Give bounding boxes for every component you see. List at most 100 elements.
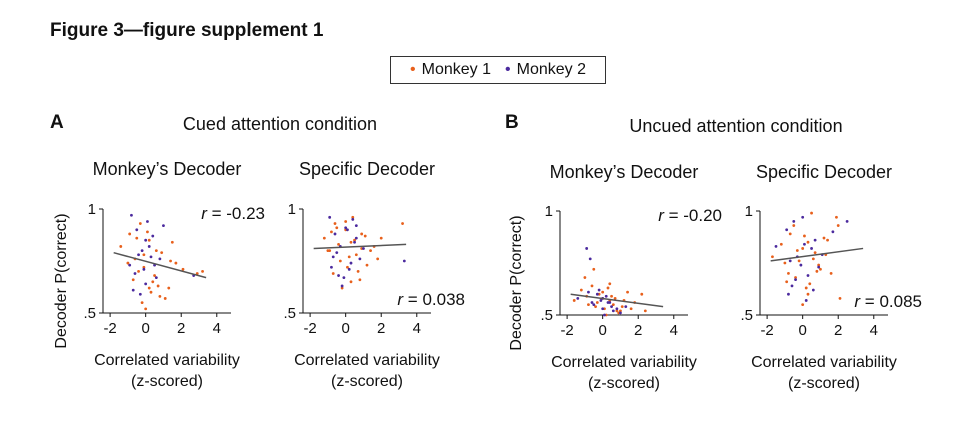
chart3-point-monkey2 [592, 303, 596, 306]
chart2-point-monkey1 [401, 222, 404, 225]
chart4-point-monkey1 [803, 234, 806, 238]
chart3-point-monkey2 [624, 305, 628, 309]
chart4-point-monkey1 [817, 263, 821, 267]
chart4-point-monkey1 [810, 211, 813, 215]
chart1-point-monkey1 [144, 307, 148, 311]
condition-title-a: Cued attention condition [182, 114, 378, 134]
chart1-xtick-label: -2 [103, 320, 116, 337]
chart2-xlabel-sub: (z-scored) [331, 373, 403, 390]
chart3-point-monkey2 [608, 301, 612, 304]
chart4-point-monkey1 [811, 257, 815, 261]
chart2-point-monkey2 [333, 232, 337, 236]
chart1-point-monkey1 [147, 238, 151, 242]
chart1-point-monkey1 [128, 232, 132, 236]
chart4-point-monkey2 [806, 274, 810, 277]
chart2-point-monkey2 [402, 259, 406, 263]
chart2-point-monkey2 [362, 247, 365, 250]
chart4-point-monkey1 [779, 242, 783, 246]
figure-title: Figure 3—figure supplement 1 [50, 20, 324, 41]
chart1-point-monkey1 [126, 261, 130, 265]
chart1-point-monkey1 [169, 259, 172, 263]
chart4-point-monkey2 [792, 220, 796, 223]
chart4-point-monkey1 [785, 280, 789, 284]
chart1-point-monkey2 [162, 224, 165, 228]
chart2-point-monkey1 [365, 263, 369, 267]
chart2-point-monkey1 [376, 257, 380, 261]
chart2-point-monkey2 [328, 215, 332, 219]
chart2-point-monkey1 [349, 280, 353, 284]
chart2-point-monkey1 [340, 286, 344, 290]
chart1-point-monkey2 [146, 220, 149, 223]
chart3-point-monkey1 [643, 309, 647, 313]
chart1-ytick-label: .5 [83, 305, 96, 322]
chart4-point-monkey2 [787, 292, 790, 296]
chart3-xlabel: Correlated variability [551, 354, 697, 371]
chart2-point-monkey2 [340, 284, 344, 288]
chart1-point-monkey1 [160, 251, 164, 255]
chart1-point-monkey2 [144, 282, 148, 286]
chart1-point-monkey2 [140, 249, 144, 253]
chart4-point-monkey2 [810, 247, 813, 250]
chart4-fit-line [770, 247, 864, 262]
chart3-point-monkey1 [606, 286, 610, 290]
chart1-point-monkey2 [144, 238, 148, 242]
chart2-point-monkey1 [330, 230, 333, 234]
chart3-point-monkey1 [579, 288, 583, 292]
chart2-point-monkey1 [363, 234, 367, 238]
chart1-point-monkey2 [128, 263, 132, 267]
chart1-point-monkey2 [151, 234, 155, 238]
chart2-point-monkey2 [346, 228, 349, 232]
chart2-point-monkey2 [342, 276, 346, 280]
chart1-point-monkey1 [156, 284, 160, 288]
chart4-point-monkey1 [819, 267, 822, 271]
chart1-xtick-label: 2 [177, 320, 185, 337]
chart1-point-monkey1 [181, 267, 185, 271]
chart4-point-monkey1 [835, 215, 838, 219]
chart4-point-monkey1 [801, 303, 805, 306]
chart1-point-monkey1 [142, 253, 146, 257]
chart1-point-monkey1 [119, 245, 123, 248]
chart1-point-monkey1 [138, 222, 142, 225]
chart4-title: Specific Decoder [756, 162, 892, 182]
chart4-point-monkey2 [813, 238, 817, 242]
chart3-xtick-label: 4 [670, 322, 678, 339]
panel-letter-b: B [505, 112, 519, 133]
chart2-point-monkey2 [331, 255, 335, 259]
chart3-point-monkey2 [601, 307, 605, 311]
chart4-xlabel: Correlated variability [751, 354, 897, 371]
chart2-point-monkey2 [347, 267, 351, 271]
chart4-point-monkey2 [817, 265, 821, 269]
chart4-point-monkey2 [811, 288, 815, 292]
chart4-point-monkey1 [838, 296, 842, 300]
legend: • Monkey 1 • Monkey 2 [390, 56, 606, 84]
chart4-point-monkey1 [826, 238, 829, 242]
chart4-point-monkey2 [774, 244, 778, 248]
chart3-point-monkey1 [620, 305, 624, 309]
chart2-xtick-label: 4 [413, 320, 421, 337]
chart2-fit-line [313, 243, 407, 250]
chart3-point-monkey2 [611, 309, 615, 313]
chart1-xtick-label: 0 [141, 320, 149, 337]
chart3-ytick-label: .5 [540, 307, 553, 324]
chart4-point-monkey1 [804, 286, 808, 290]
chart4-xlabel-sub: (z-scored) [788, 375, 860, 392]
legend-marker-monkey2: • [505, 61, 511, 78]
chart1-point-monkey2 [158, 257, 162, 261]
chart2-point-monkey2 [344, 226, 348, 230]
legend-entry-monkey1: • Monkey 1 [410, 61, 491, 79]
chart1-point-monkey1 [153, 274, 156, 277]
chart4-point-monkey2 [799, 263, 803, 267]
chart4-point-monkey1 [808, 282, 812, 286]
chart1-r-annotation: r = -0.23 [201, 204, 265, 223]
chart3-point-monkey2 [619, 311, 622, 315]
chart2-point-monkey1 [347, 255, 351, 259]
chart2-point-monkey2 [335, 251, 339, 255]
chart3-xtick-label: -2 [560, 322, 573, 339]
legend-label-monkey2: Monkey 2 [516, 61, 586, 78]
chart2-point-monkey1 [369, 249, 372, 253]
chart2-point-monkey2 [358, 257, 362, 261]
chart2-point-monkey1 [333, 222, 337, 225]
chart2-point-monkey1 [353, 238, 356, 242]
chart3-point-monkey1 [640, 292, 644, 296]
chart3-point-monkey2 [604, 294, 608, 298]
